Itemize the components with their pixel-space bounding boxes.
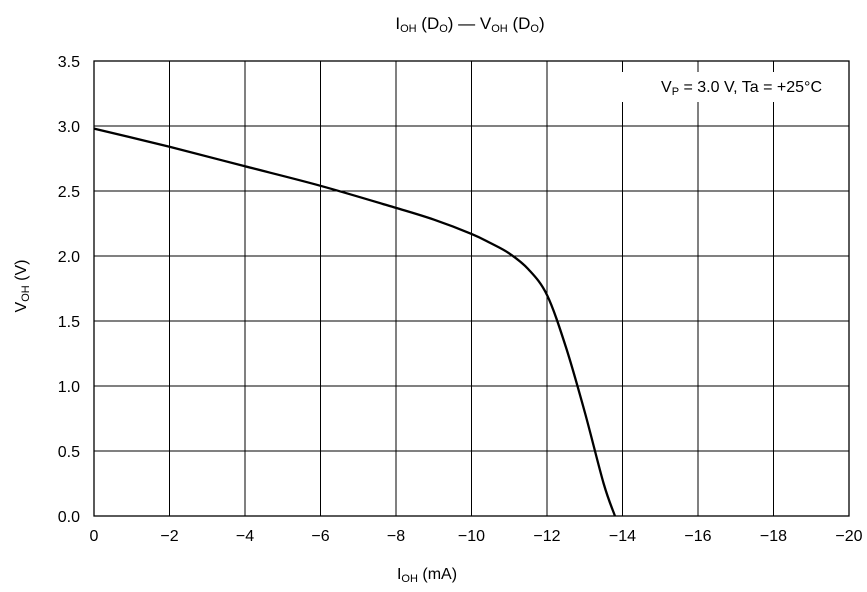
annot-v: V — [661, 79, 672, 96]
title-close: ) — [539, 14, 545, 33]
y-tick-label-1: 0.5 — [58, 444, 80, 461]
title-middle: ) — V — [448, 14, 492, 33]
y-axis-label: VOH (V) — [13, 260, 32, 313]
annot-rest: = 3.0 V, Ta = +25°C — [679, 79, 822, 96]
title-i: I — [395, 14, 400, 33]
y-label-sub: OH — [20, 285, 32, 302]
y-tick-label-4: 2.0 — [58, 249, 80, 266]
grid — [93, 60, 850, 517]
plot-frame — [93, 60, 850, 517]
x-label-sub: OH — [401, 573, 418, 585]
x-tick-label-9: −18 — [760, 528, 787, 545]
x-tick-label-0: 0 — [90, 528, 99, 545]
x-tick-labels: 0 −2 −4 −6 −8 −10 −12 −14 −16 −18 −20 — [90, 528, 863, 545]
x-tick-label-4: −8 — [387, 528, 405, 545]
y-label-unit: (V) — [13, 260, 30, 286]
title-pin-open: (D — [417, 14, 440, 33]
title-v-sub: OH — [491, 23, 508, 35]
y-tick-label-0: 0.0 — [58, 509, 80, 526]
y-tick-label-7: 3.5 — [58, 54, 80, 71]
x-tick-label-8: −16 — [684, 528, 711, 545]
x-label-unit: (mA) — [418, 566, 457, 583]
x-tick-label-5: −10 — [458, 528, 485, 545]
title-i-sub: OH — [400, 23, 417, 35]
chart-title: IOH (DO) — VOH (DO) — [395, 14, 544, 35]
y-tick-label-3: 1.5 — [58, 314, 80, 331]
annotation-background — [582, 72, 836, 102]
x-tick-label-6: −12 — [533, 528, 560, 545]
x-tick-label-2: −4 — [236, 528, 254, 545]
x-label-i: I — [397, 566, 401, 583]
title-pin2-sub: O — [530, 23, 539, 35]
y-tick-label-5: 2.5 — [58, 184, 80, 201]
title-pin2-open: (D — [508, 14, 531, 33]
x-tick-label-3: −6 — [311, 528, 329, 545]
x-tick-label-10: −20 — [835, 528, 862, 545]
x-tick-label-7: −14 — [609, 528, 636, 545]
y-tick-label-2: 1.0 — [58, 379, 80, 396]
x-tick-label-1: −2 — [160, 528, 178, 545]
y-tick-labels: 0.0 0.5 1.0 1.5 2.0 2.5 3.0 3.5 — [58, 54, 80, 526]
condition-annotation: VP = 3.0 V, Ta = +25°C — [661, 79, 822, 98]
y-tick-label-6: 3.0 — [58, 119, 80, 136]
title-pin-sub: O — [439, 23, 448, 35]
series-line — [93, 127, 617, 517]
annot-sub: P — [672, 86, 679, 98]
y-label-v: V — [13, 301, 30, 312]
x-axis-label: IOH (mA) — [397, 566, 457, 585]
